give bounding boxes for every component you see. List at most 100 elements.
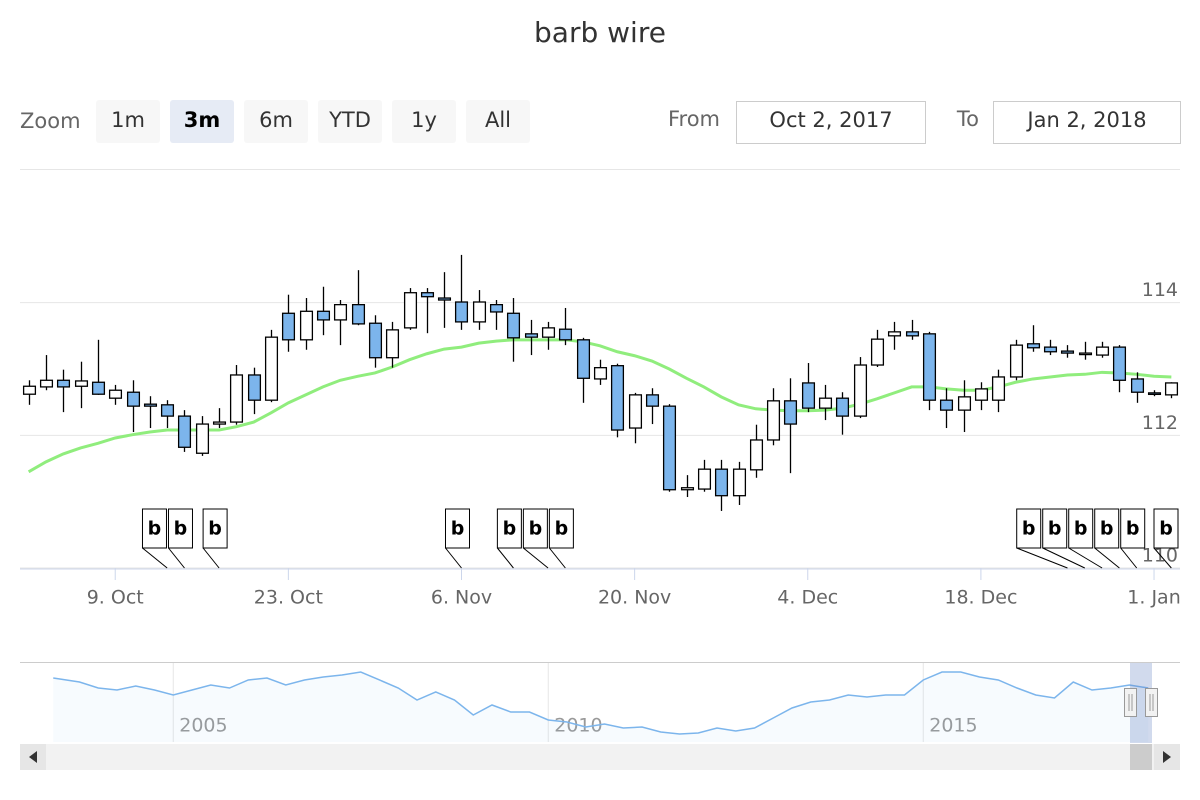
to-label: To: [956, 107, 979, 131]
navigator-handle-left[interactable]: [1124, 688, 1137, 717]
candle-body: [593, 367, 608, 380]
flag-label: b: [1022, 518, 1036, 540]
scrollbar-thumb[interactable]: [1130, 744, 1152, 770]
candle-body: [853, 364, 868, 417]
zoom-button[interactable]: [244, 100, 308, 143]
x-tick-label: 1. Jan: [1127, 587, 1180, 609]
candle-body: [1112, 346, 1127, 381]
flag-box: [444, 508, 470, 549]
x-tick-label: 18. Dec: [944, 587, 1017, 609]
navigator-tick-label: 2005: [179, 715, 227, 737]
candle-body: [333, 304, 348, 321]
candle-body: [454, 301, 469, 323]
scrollbar-left-arrow: [29, 751, 37, 763]
navigator-mask[interactable]: [1130, 663, 1152, 743]
zoom-button[interactable]: [96, 100, 160, 143]
candle-body: [939, 399, 954, 411]
to-value[interactable]: Jan 2, 2018: [1025, 108, 1146, 132]
zoom-button-label[interactable]: 6m: [259, 108, 293, 132]
candle-body: [437, 297, 452, 301]
candle-body: [472, 301, 487, 323]
navigator-line: [53, 671, 1149, 735]
candle-body: [195, 423, 210, 454]
candle-body: [749, 439, 764, 471]
y-tick-label: 112: [1142, 412, 1178, 434]
zoom-button-label[interactable]: 1m: [111, 108, 145, 132]
flag-pole: [1042, 547, 1085, 569]
candle-body: [143, 403, 158, 407]
from-value[interactable]: Oct 2, 2017: [769, 108, 892, 132]
zoom-button[interactable]: [466, 100, 530, 143]
flag-box: [202, 508, 228, 549]
candle-body: [229, 374, 244, 423]
flag-pole: [142, 547, 168, 569]
candle-body: [212, 421, 227, 425]
candle-body: [126, 391, 141, 407]
flag-box: [1016, 508, 1042, 549]
chart-title: barb wire: [534, 16, 666, 49]
zoom-button-label[interactable]: YTD: [328, 108, 371, 132]
candle-body: [1078, 352, 1093, 356]
candle-body: [177, 415, 192, 448]
flag-label: b: [148, 518, 162, 540]
flag-box: [167, 508, 193, 549]
zoom-label: Zoom: [20, 109, 81, 133]
candle-body: [887, 331, 902, 337]
candle-body: [558, 328, 573, 341]
candle-body: [957, 396, 972, 411]
candle-body: [506, 312, 521, 339]
candle-body: [74, 380, 89, 387]
candle-body: [1130, 378, 1145, 393]
flag-label: b: [1100, 518, 1114, 540]
flag-label: b: [529, 518, 543, 540]
flag-pole: [548, 547, 566, 569]
from-input[interactable]: [736, 101, 926, 144]
flag-pole: [523, 547, 549, 569]
candle-body: [489, 304, 504, 313]
zoom-button[interactable]: [170, 100, 234, 143]
candle-body: [39, 379, 54, 388]
flag-pole: [445, 547, 462, 569]
candle-body: [108, 389, 123, 399]
candle-body: [524, 333, 539, 338]
scrollbar-track[interactable]: [20, 744, 1180, 770]
candle-body: [56, 379, 71, 388]
flag-box: [1094, 508, 1120, 549]
navigator: 200520102015: [53, 663, 1149, 742]
navigator-handle-right-grip: [1149, 694, 1154, 711]
flag-pole: [1153, 547, 1172, 569]
to-input[interactable]: [993, 101, 1181, 144]
zoom-button-label[interactable]: 3m: [184, 108, 221, 132]
navigator-area: [53, 672, 1149, 742]
navigator-handle-left-grip: [1128, 694, 1133, 711]
zoom-button[interactable]: [318, 100, 382, 143]
flag-pole: [1094, 547, 1120, 569]
zoom-button-label[interactable]: All: [485, 108, 511, 132]
flag-label: b: [174, 518, 188, 540]
candle-body: [1026, 343, 1041, 349]
flag-label: b: [503, 518, 517, 540]
flag-pole: [1068, 547, 1103, 569]
from-label: From: [668, 107, 720, 131]
candle-body: [697, 468, 712, 490]
candle-body: [870, 338, 885, 366]
candle-body: [281, 312, 296, 341]
flag-box: [1068, 508, 1094, 549]
zoom-button[interactable]: [392, 100, 456, 143]
candle-body: [351, 304, 366, 325]
candle-body: [247, 374, 262, 401]
candle-body: [818, 397, 833, 409]
navigator-handle-right[interactable]: [1145, 688, 1158, 717]
x-tick-label: 20. Nov: [598, 587, 671, 609]
candle-body: [403, 292, 418, 329]
candle-body: [974, 388, 989, 401]
candle-body: [766, 400, 781, 441]
candle-body: [662, 405, 677, 491]
candle-body: [645, 394, 660, 407]
candle-body: [1043, 346, 1058, 353]
candle-body: [1009, 344, 1024, 378]
zoom-button-label[interactable]: 1y: [411, 108, 437, 132]
flag-pole: [168, 547, 185, 569]
flag-box: [1153, 508, 1179, 549]
candle-body: [385, 329, 400, 359]
